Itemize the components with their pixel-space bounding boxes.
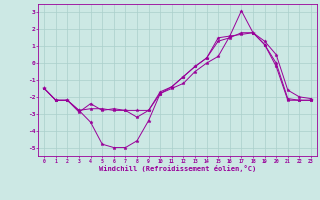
- X-axis label: Windchill (Refroidissement éolien,°C): Windchill (Refroidissement éolien,°C): [99, 165, 256, 172]
